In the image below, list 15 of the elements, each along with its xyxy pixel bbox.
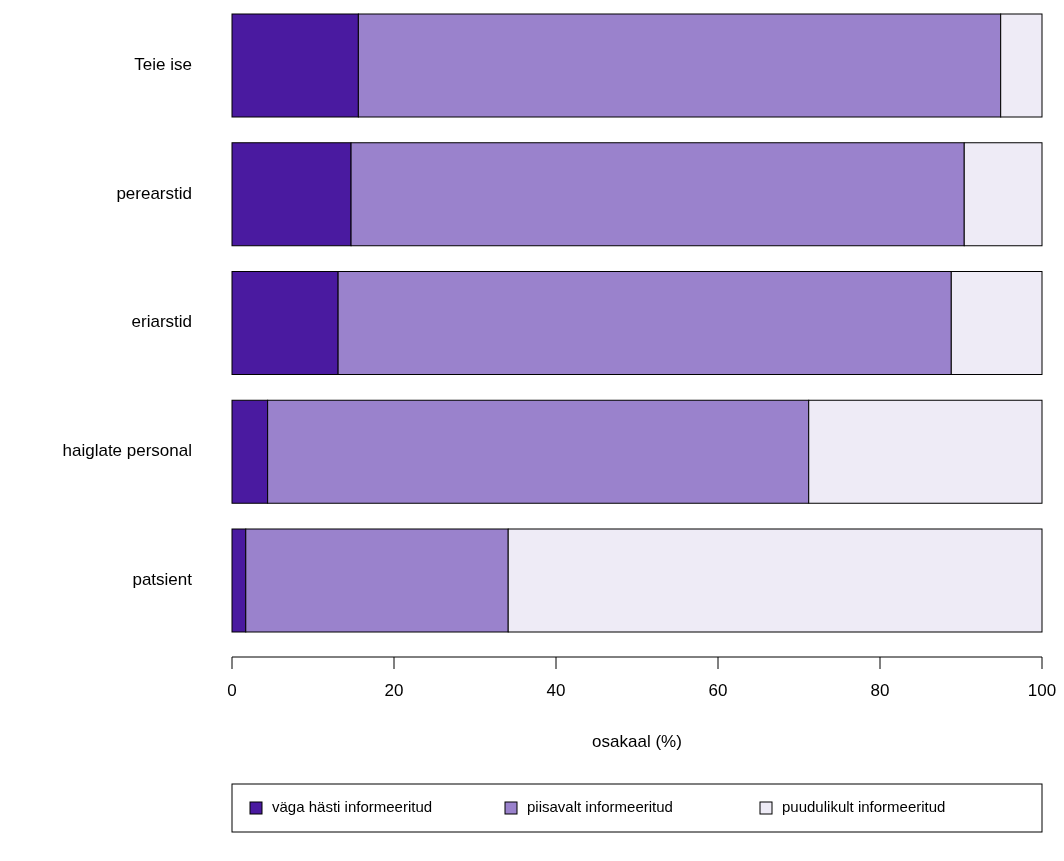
legend-label: väga hästi informeeritud <box>272 797 433 815</box>
legend-label: piisavalt informeeritud <box>527 797 673 815</box>
y-tick-label: patsient <box>132 569 193 589</box>
x-tick-label: 20 <box>384 681 404 700</box>
y-tick-label: eriarstid <box>131 312 192 332</box>
x-axis-title: osakaal (%) <box>592 732 682 751</box>
y-tick-label: Teie ise <box>134 54 192 74</box>
legend-label: puudulikult informeeritud <box>782 797 946 815</box>
x-tick-label: 0 <box>227 681 237 700</box>
x-tick-label: 40 <box>546 681 566 700</box>
x-tick-label: 60 <box>708 681 728 700</box>
x-tick-label: 100 <box>1027 681 1057 700</box>
y-tick-label: perearstid <box>116 183 192 203</box>
x-tick-label: 80 <box>870 681 890 700</box>
y-tick-label: haiglate personal <box>62 441 192 461</box>
